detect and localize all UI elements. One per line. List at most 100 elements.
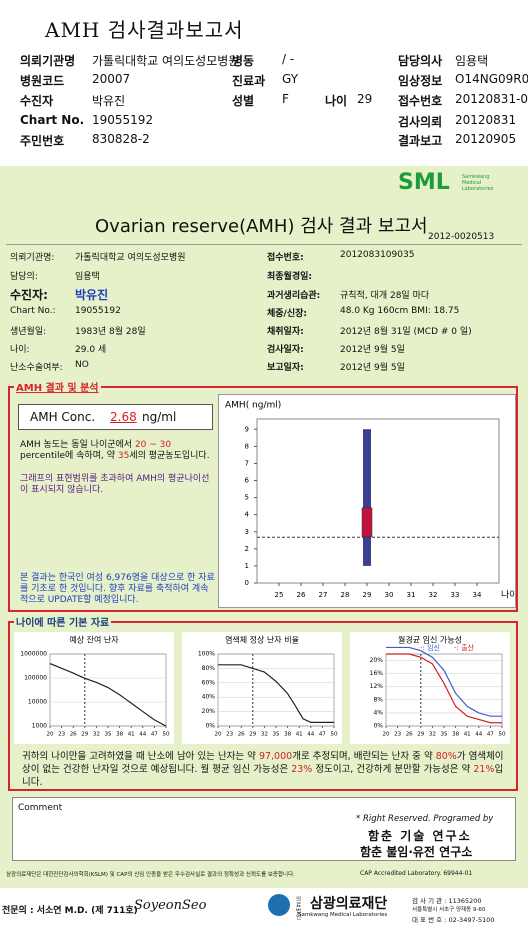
info-label: 병동 (232, 54, 255, 68)
x-tick-label: 23 (394, 732, 401, 738)
basic-section (8, 621, 518, 791)
y-tick-label: 20% (370, 657, 384, 664)
y-tick-label: 0% (373, 723, 383, 730)
org-english: Samkwang Medical Laboratories (298, 912, 388, 918)
field-label: 최종월경일: (267, 272, 312, 282)
divider (6, 244, 522, 245)
info-value: 20120831-0903 (455, 92, 528, 106)
amh-unit: ng/ml (142, 410, 177, 424)
y-tick-label: 100000 (24, 675, 47, 682)
field-value: 2012083109035 (340, 250, 415, 260)
org-emblem (268, 894, 290, 916)
series-line (49, 662, 167, 727)
info-value: 박유진 (92, 94, 126, 108)
section-title: AMH 결과 및 분석 (14, 379, 101, 394)
field-value: 29.0 세 (75, 345, 107, 355)
report-number: 2012-0020513 (428, 232, 495, 242)
x-tick-label: 33 (451, 591, 460, 599)
info-value: / - (282, 52, 295, 66)
info-label: 의뢰기관명 (20, 54, 76, 68)
x-tick-label: 27 (319, 591, 328, 599)
info-label: 성별 (232, 94, 255, 108)
field-label: 수진자: (10, 288, 48, 302)
highlight: 97,000 (258, 751, 293, 762)
field-label: 의뢰기관명: (10, 253, 55, 263)
field-value: 가톨릭대학교 여의도성모병원 (75, 253, 186, 263)
range-box (361, 507, 373, 538)
y-tick-label: 20% (202, 708, 216, 715)
x-tick-label: 32 (429, 732, 436, 738)
x-tick-label: 32 (93, 732, 100, 738)
comment-box (12, 797, 516, 861)
doctor: 전문의 : 서소연 M.D. (제 711호) (2, 906, 138, 916)
y-tick-label: 3 (245, 528, 249, 536)
amh-value: 2.68 (110, 410, 137, 424)
info-value: 20120831 (455, 113, 517, 127)
x-tick-label: 29 (81, 732, 88, 738)
org-name: 삼광의료재단 (310, 896, 388, 912)
report-title: Ovarian reserve(AMH) 검사 결과 보고서 (95, 216, 428, 237)
amh-paragraph: AMH 농도는 동일 나이군에서 20 ~ 30 percentile에 속하며… (20, 440, 212, 462)
y-tick-label: 16% (370, 670, 384, 677)
x-tick-label: 50 (163, 732, 170, 738)
field-label: 체중/신장: (267, 309, 308, 319)
x-tick-label: 29 (417, 732, 424, 738)
y-tick-label: 12% (370, 683, 384, 690)
plot-frame (217, 653, 335, 727)
y-axis-label: AMH( ng/ml) (225, 401, 281, 411)
field-value: 19055192 (75, 306, 121, 316)
info-value: 20007 (92, 72, 131, 86)
credit: 함춘 불임·유전 연구소 (360, 845, 473, 859)
field-label: 보고일자: (267, 363, 304, 373)
x-tick-label: 28 (341, 591, 350, 599)
small-chart: 예상 잔여 난자 1000 10000 100000 1000000 20 23 26 29 32… (14, 632, 174, 744)
contact: 대 표 번 호 : 02-3497-5100 (412, 916, 495, 924)
y-tick-label: 100% (198, 651, 215, 658)
credit: 함춘 기술 연구소 (368, 829, 472, 843)
cap: CAP Accredited Laboratory. 69944-01 (360, 870, 473, 877)
chart-title: 월경균 임신 가능성 (398, 635, 462, 645)
field-label: 생년월일: (10, 327, 47, 337)
info-value: 19055192 (92, 113, 154, 127)
y-tick-label: 10000 (28, 699, 47, 706)
x-tick-label: 41 (128, 732, 135, 738)
info-value: GY (282, 72, 299, 86)
x-tick-label: 29 (249, 732, 256, 738)
x-tick-label: 20 (383, 732, 390, 738)
x-tick-label: 32 (429, 591, 438, 599)
contact: 서울특별시 서초구 양재동 9-60 (412, 907, 486, 913)
y-tick-label: 5 (245, 494, 249, 502)
x-tick-label: 38 (116, 732, 123, 738)
text: 개로 추정되며, 배란되는 난자 중 약 (292, 751, 436, 762)
x-tick-label: 44 (139, 732, 146, 738)
certification: 삼광의료재단은 대한진단검사의학회(KSLM) 및 CAP의 신임 인증을 받은… (6, 872, 295, 878)
legend-entry: -: 임신 (420, 643, 440, 652)
info-label: 나이 (325, 94, 348, 108)
highlight: 21% (473, 764, 495, 775)
x-tick-label: 35 (441, 732, 448, 738)
text: 입니다. (22, 764, 504, 788)
small-chart: 염색체 정상 난자 비율 0% 20% 40% 60% 80% 100% 20 23 26 29 32… (182, 632, 342, 744)
info-value: O14NG09R0 (455, 72, 528, 86)
x-tick-label: 20 (47, 732, 54, 738)
y-tick-label: 2 (245, 545, 249, 553)
series-line (218, 664, 334, 723)
chart-title: 염색체 정상 난자 비율 (225, 635, 299, 645)
text: 세의 평균농도입니다. (129, 451, 210, 461)
x-tick-label: 50 (499, 732, 506, 738)
y-tick-label: 4% (373, 709, 383, 716)
y-tick-label: 8 (245, 442, 249, 450)
info-label: 결과보고 (398, 134, 443, 148)
highlight: 80% (435, 751, 457, 762)
highlight: 23% (291, 764, 313, 775)
x-tick-label: 47 (487, 732, 494, 738)
field-label: Chart No.: (10, 306, 56, 316)
y-tick-label: 60% (202, 679, 216, 686)
field-label: 난소수술여부: (10, 363, 63, 373)
logo-line: Samkwang (462, 174, 490, 180)
field-value: 2012년 9월 5일 (340, 345, 405, 355)
y-tick-label: 1000000 (20, 651, 47, 658)
logo-line: Medical (462, 180, 482, 186)
info-label: 병원코드 (20, 74, 65, 88)
x-tick-label: 41 (296, 732, 303, 738)
